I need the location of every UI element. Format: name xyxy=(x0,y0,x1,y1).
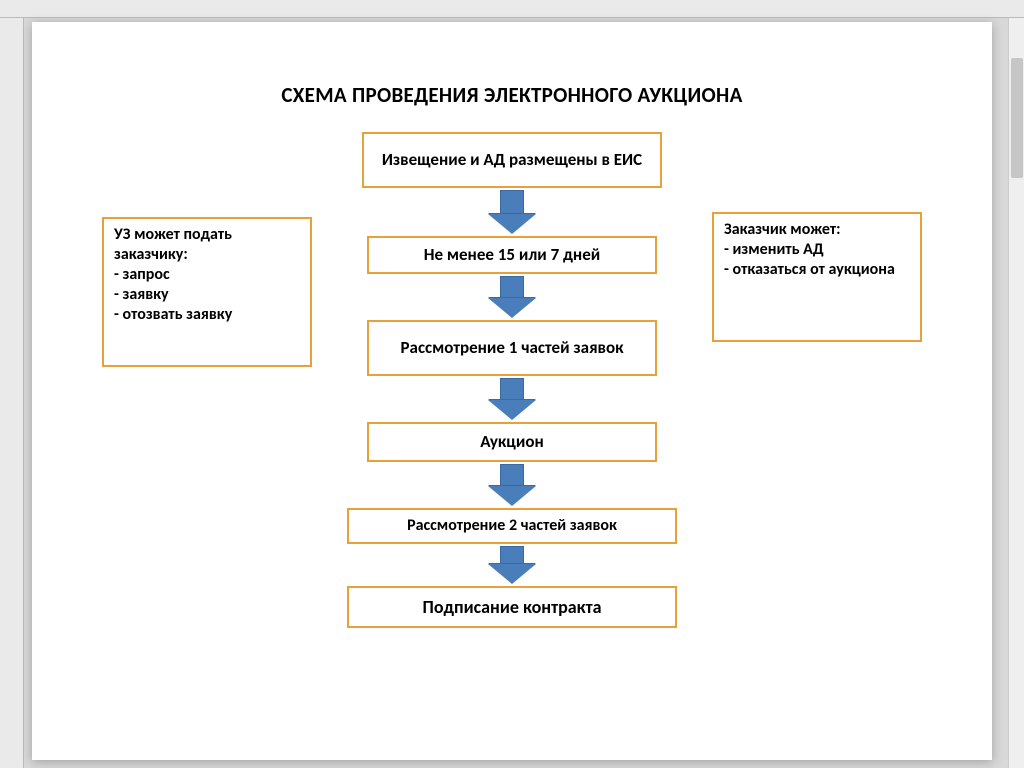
flow-arrow xyxy=(488,546,536,584)
ruler-left xyxy=(0,18,24,768)
node-label: Подписание контракта xyxy=(423,596,602,619)
flow-arrow xyxy=(488,464,536,506)
side-note-left: УЗ может подать заказчику: - запрос - за… xyxy=(102,217,312,367)
node-label: Рассмотрение 2 частей заявок xyxy=(407,516,617,536)
flow-node-contract: Подписание контракта xyxy=(347,586,677,628)
scroll-thumb[interactable] xyxy=(1011,58,1023,178)
flow-node-notice: Извещение и АД размещены в ЕИС xyxy=(362,132,662,188)
flow-node-days: Не менее 15 или 7 дней xyxy=(367,236,657,274)
scrollbar-vertical[interactable] xyxy=(1008,18,1024,768)
node-label: Аукцион xyxy=(480,431,544,452)
side-note-right: Заказчик может: - изменить АД - отказать… xyxy=(712,212,922,342)
flow-arrow xyxy=(488,190,536,234)
flow-arrow xyxy=(488,276,536,318)
document-page: СХЕМА ПРОВЕДЕНИЯ ЭЛЕКТРОННОГО АУКЦИОНА И… xyxy=(32,22,992,760)
ruler-top xyxy=(0,0,1024,18)
flow-node-review2: Рассмотрение 2 частей заявок xyxy=(347,508,677,544)
side-text: УЗ может подать заказчику: - запрос - за… xyxy=(114,225,300,325)
flow-node-review1: Рассмотрение 1 частей заявок xyxy=(367,320,657,376)
diagram-title: СХЕМА ПРОВЕДЕНИЯ ЭЛЕКТРОННОГО АУКЦИОНА xyxy=(32,82,992,108)
flow-node-auction: Аукцион xyxy=(367,422,657,462)
side-text: Заказчик может: - изменить АД - отказать… xyxy=(724,220,895,280)
node-label: Не менее 15 или 7 дней xyxy=(424,244,600,265)
flow-arrow xyxy=(488,378,536,420)
node-label: Извещение и АД размещены в ЕИС xyxy=(382,149,642,170)
node-label: Рассмотрение 1 частей заявок xyxy=(401,337,624,358)
